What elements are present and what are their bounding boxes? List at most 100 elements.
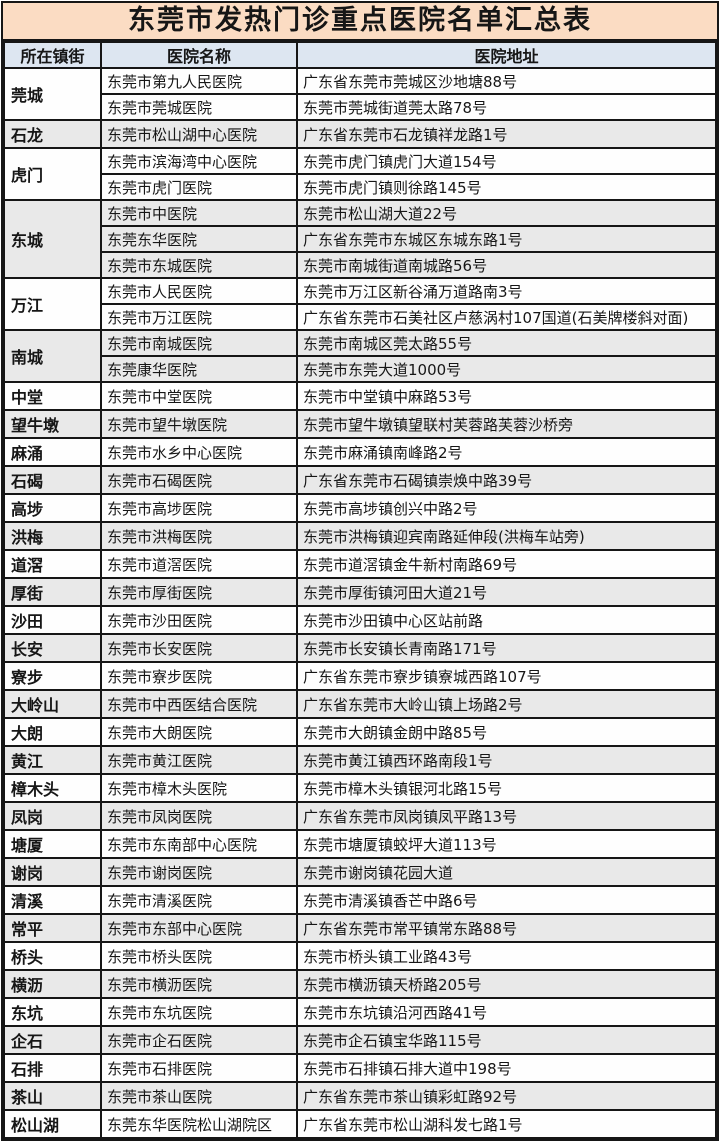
hospital-name-cell: 东莞市道滘医院 — [100, 549, 298, 579]
hospital-name-cell: 东莞市人民医院 — [100, 277, 298, 305]
table-row: 东坑 东莞市东坑医院 东莞市东坑镇沿河西路41号 — [3, 997, 717, 1027]
town-cell: 松山湖 — [3, 1109, 102, 1139]
hospital-name-cell: 东莞康华医院 — [100, 355, 298, 383]
town-cell: 石碣 — [3, 465, 102, 495]
table-row: 厚街 东莞市厚街医院 东莞市厚街镇河田大道21号 — [3, 577, 717, 607]
table-row: 东城 东莞市中医院 东莞市松山湖大道22号 — [3, 199, 717, 279]
hospital-name-cell: 东莞市滨海湾中心医院 — [100, 147, 298, 175]
town-cell: 石龙 — [3, 119, 102, 149]
table-row: 万江 东莞市人民医院 东莞市万江区新谷涌万道路南3号 — [3, 277, 717, 331]
table-row: 石碣 东莞市石碣医院 广东省东莞市石碣镇崇焕中路39号 — [3, 465, 717, 495]
hospital-address-cell: 广东省东莞市凤岗镇凤平路13号 — [296, 801, 717, 831]
hospital-address-cell: 广东省东莞市石碣镇崇焕中路39号 — [296, 465, 717, 495]
hospital-name-cell: 东莞市厚街医院 — [100, 577, 298, 607]
hospital-address-cell: 东莞市企石镇宝华路115号 — [296, 1025, 717, 1055]
hospital-address-cell: 东莞市洪梅镇迎宾南路延伸段(洪梅车站旁) — [296, 521, 717, 551]
table-row: 大岭山 东莞市中西医结合医院 广东省东莞市大岭山镇上场路2号 — [3, 689, 717, 719]
hospital-address-cell: 广东省东莞市石美社区卢慈涡村107国道(石美牌楼斜对面) — [296, 303, 717, 331]
table-row: 塘厦 东莞市东南部中心医院 东莞市塘厦镇蛟坪大道113号 — [3, 829, 717, 859]
table-row: 麻涌 东莞市水乡中心医院 东莞市麻涌镇南峰路2号 — [3, 437, 717, 467]
town-cell: 凤岗 — [3, 801, 102, 831]
table-row: 道滘 东莞市道滘医院 东莞市道滘镇金牛新村南路69号 — [3, 549, 717, 579]
table-row: 东莞市万江医院 广东省东莞市石美社区卢慈涡村107国道(石美牌楼斜对面) — [4, 303, 717, 331]
town-cell: 麻涌 — [3, 437, 102, 467]
hospital-name-cell: 东莞市松山湖中心医院 — [100, 119, 298, 149]
hospital-address-cell: 东莞市樟木头镇银河北路15号 — [296, 773, 717, 803]
table-row: 中堂 东莞市中堂医院 东莞市中堂镇中麻路53号 — [3, 381, 717, 411]
hospital-name-cell: 东莞市东部中心医院 — [100, 913, 298, 943]
hospital-name-cell: 东莞市高埗医院 — [100, 493, 298, 523]
table-row: 清溪 东莞市清溪医院 东莞市清溪镇香芒中路6号 — [3, 885, 717, 915]
table-row: 谢岗 东莞市谢岗医院 东莞市谢岗镇花园大道 — [3, 857, 717, 887]
table-row: 松山湖 东莞东华医院松山湖院区 广东省东莞市松山湖科发七路1号 — [3, 1109, 717, 1139]
header-row: 所在镇街 医院名称 医院地址 — [3, 41, 717, 69]
hospital-address-cell: 东莞市桥头镇工业路43号 — [296, 941, 717, 971]
hospital-name-cell: 东莞市黄江医院 — [100, 745, 298, 775]
table-row: 莞城 东莞市第九人民医院 广东省东莞市莞城区沙地塘88号 — [3, 67, 717, 121]
town-cell: 塘厦 — [3, 829, 102, 859]
hospital-address-cell: 东莞市塘厦镇蛟坪大道113号 — [296, 829, 717, 859]
table-row: 茶山 东莞市茶山医院 广东省东莞市茶山镇彩虹路92号 — [3, 1081, 717, 1111]
table-row: 洪梅 东莞市洪梅医院 东莞市洪梅镇迎宾南路延伸段(洪梅车站旁) — [3, 521, 717, 551]
hospital-address-cell: 广东省东莞市东城区东城东路1号 — [296, 225, 717, 253]
town-cell: 清溪 — [3, 885, 102, 915]
town-cell: 寮步 — [3, 661, 102, 691]
hospital-name-cell: 东莞市大朗医院 — [100, 717, 298, 747]
town-cell: 沙田 — [3, 605, 102, 635]
town-cell: 南城 — [3, 329, 102, 383]
hospital-address-cell: 东莞市高埗镇创兴中路2号 — [296, 493, 717, 523]
hospital-address-cell: 东莞市厚街镇河田大道21号 — [296, 577, 717, 607]
table-row: 樟木头 东莞市樟木头医院 东莞市樟木头镇银河北路15号 — [3, 773, 717, 803]
town-cell: 桥头 — [3, 941, 102, 971]
hospital-address-cell: 东莞市横沥镇天桥路205号 — [296, 969, 717, 999]
table-row: 常平 东莞市东部中心医院 广东省东莞市常平镇常东路88号 — [3, 913, 717, 943]
table-row: 桥头 东莞市桥头医院 东莞市桥头镇工业路43号 — [3, 941, 717, 971]
town-cell: 横沥 — [3, 969, 102, 999]
hospital-name-cell: 东莞市凤岗医院 — [100, 801, 298, 831]
hospital-table: 所在镇街 医院名称 医院地址 莞城 东莞市第九人民医院 广东省东莞市莞城区沙地塘88… — [3, 41, 717, 1139]
table-row: 石龙 东莞市松山湖中心医院 广东省东莞市石龙镇祥龙路1号 — [3, 119, 717, 149]
column-header-hospital-name: 医院名称 — [100, 41, 298, 69]
table-row: 南城 东莞市南城医院 东莞市南城区莞太路55号 — [3, 329, 717, 383]
town-cell: 高埗 — [3, 493, 102, 523]
hospital-name-cell: 东莞市樟木头医院 — [100, 773, 298, 803]
hospital-address-cell: 东莞市沙田镇中心区站前路 — [296, 605, 717, 635]
town-cell: 樟木头 — [3, 773, 102, 803]
table-row: 望牛墩 东莞市望牛墩医院 东莞市望牛墩镇望联村芙蓉路芙蓉沙桥旁 — [3, 409, 717, 439]
hospital-address-cell: 东莞市东坑镇沿河西路41号 — [296, 997, 717, 1027]
table-row: 黄江 东莞市黄江医院 东莞市黄江镇西环路南段1号 — [3, 745, 717, 775]
hospital-name-cell: 东莞市企石医院 — [100, 1025, 298, 1055]
hospital-name-cell: 东莞市中堂医院 — [100, 381, 298, 411]
hospital-address-cell: 东莞市麻涌镇南峰路2号 — [296, 437, 717, 467]
hospital-address-cell: 东莞市清溪镇香芒中路6号 — [296, 885, 717, 915]
town-cell: 东坑 — [3, 997, 102, 1027]
table-row: 东莞市虎门医院 东莞市虎门镇则徐路145号 — [4, 173, 717, 201]
town-cell: 石排 — [3, 1053, 102, 1083]
hospital-name-cell: 东莞市桥头医院 — [100, 941, 298, 971]
town-cell: 大岭山 — [3, 689, 102, 719]
town-cell: 洪梅 — [3, 521, 102, 551]
hospital-address-cell: 广东省东莞市石龙镇祥龙路1号 — [296, 119, 717, 149]
hospital-address-cell: 东莞市虎门镇虎门大道154号 — [296, 147, 717, 175]
hospital-name-cell: 东莞市茶山医院 — [100, 1081, 298, 1111]
town-cell: 东城 — [3, 199, 102, 279]
hospital-name-cell: 东莞市寮步医院 — [100, 661, 298, 691]
hospital-name-cell: 东莞市洪梅医院 — [100, 521, 298, 551]
hospital-name-cell: 东莞市东坑医院 — [100, 997, 298, 1027]
hospital-name-cell: 东莞东华医院松山湖院区 — [100, 1109, 298, 1139]
town-cell: 茶山 — [3, 1081, 102, 1111]
town-cell: 莞城 — [3, 67, 102, 121]
hospital-name-cell: 东莞市虎门医院 — [100, 173, 298, 201]
hospital-name-cell: 东莞市中医院 — [100, 199, 298, 227]
hospital-address-cell: 东莞市道滘镇金牛新村南路69号 — [296, 549, 717, 579]
town-cell: 大朗 — [3, 717, 102, 747]
hospital-name-cell: 东莞市石碣医院 — [100, 465, 298, 495]
town-cell: 企石 — [3, 1025, 102, 1055]
table-row: 寮步 东莞市寮步医院 广东省东莞市寮步镇寮城西路107号 — [3, 661, 717, 691]
hospital-name-cell: 东莞市中西医结合医院 — [100, 689, 298, 719]
town-cell: 望牛墩 — [3, 409, 102, 439]
column-header-town: 所在镇街 — [3, 41, 102, 69]
column-header-hospital-address: 医院地址 — [296, 41, 717, 69]
hospital-address-cell: 广东省东莞市大岭山镇上场路2号 — [296, 689, 717, 719]
